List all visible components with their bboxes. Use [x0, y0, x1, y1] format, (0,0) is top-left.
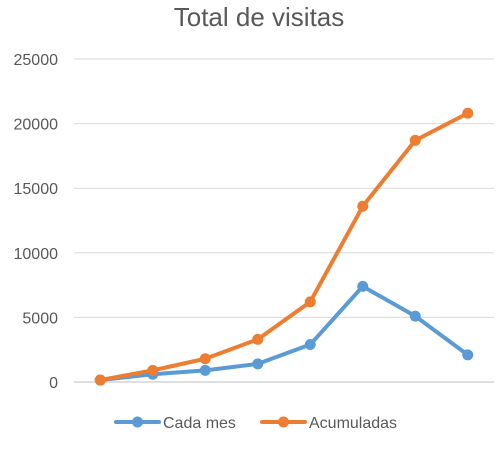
- data-point: [252, 333, 264, 345]
- data-point: [357, 200, 369, 212]
- legend: Cada mes Acumuladas: [114, 415, 397, 432]
- y-tick-label: 0: [49, 375, 58, 392]
- legend-label: Cada mes: [163, 415, 236, 432]
- series-2: [94, 107, 474, 386]
- data-point: [199, 353, 211, 365]
- data-point: [409, 310, 421, 322]
- data-point: [304, 339, 316, 351]
- legend-swatch-marker: [132, 416, 143, 428]
- y-tick-label: 5000: [22, 310, 58, 327]
- series-line: [98, 111, 470, 383]
- data-point: [252, 358, 264, 370]
- data-point: [462, 349, 474, 361]
- data-point: [147, 364, 159, 376]
- data-point: [94, 374, 106, 386]
- data-point: [199, 364, 211, 376]
- gridlines: [74, 58, 494, 383]
- series-group: [94, 107, 474, 386]
- data-point: [357, 280, 369, 292]
- y-tick-label: 20000: [14, 117, 59, 134]
- legend-item: Acumuladas: [260, 415, 397, 432]
- series-line: [98, 284, 470, 383]
- y-tick-label: 10000: [14, 246, 59, 263]
- y-tick-label: 15000: [14, 181, 59, 198]
- legend-item: Cada mes: [114, 415, 236, 432]
- y-tick-label: 25000: [14, 52, 59, 69]
- legend-swatch-marker: [278, 416, 289, 428]
- y-axis: 0 5000 10000 15000 20000 25000: [14, 52, 59, 392]
- data-point: [304, 296, 316, 308]
- legend-label: Acumuladas: [309, 415, 397, 432]
- series-1: [94, 280, 474, 386]
- chart-title: Total de visitas: [174, 2, 345, 32]
- data-point: [409, 134, 421, 146]
- data-point: [462, 107, 474, 119]
